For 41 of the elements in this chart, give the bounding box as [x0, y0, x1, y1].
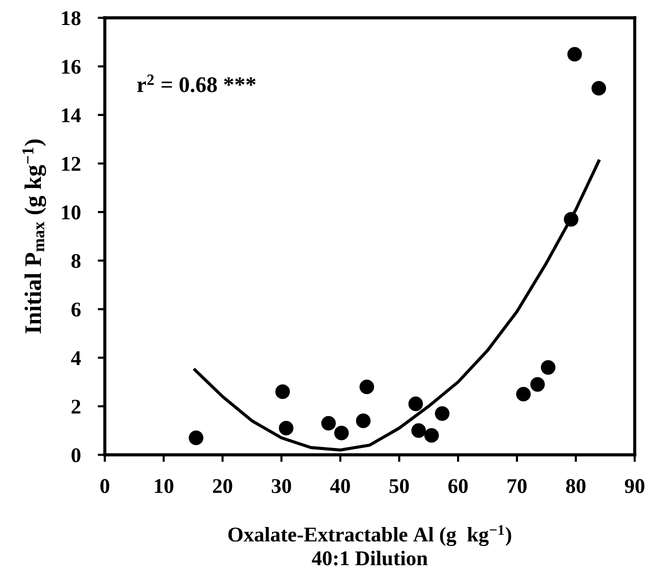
point [530, 377, 545, 392]
x-tick-label: 60 [448, 479, 468, 494]
x-tick-label: 30 [272, 479, 292, 494]
y-tick-label: 0 [72, 448, 80, 462]
x-tick-label: 50 [390, 479, 409, 494]
point [356, 414, 371, 428]
point [408, 396, 423, 412]
y-tick-label: 16 [62, 60, 81, 74]
y-tick-label: 10 [62, 205, 80, 220]
point [434, 406, 450, 421]
point [540, 360, 556, 375]
point [334, 426, 349, 440]
annotation: r$^{2}$ = 0.68 *** [137, 74, 256, 92]
point [424, 428, 439, 443]
x-tick-label: 0 [100, 479, 110, 494]
x-tick-label: 20 [213, 479, 232, 494]
point [275, 384, 290, 399]
point [360, 380, 374, 394]
point [278, 420, 294, 436]
y-tick-label: 18 [62, 11, 81, 26]
y-tick-label: 8 [71, 254, 81, 268]
x-tick-label: 10 [154, 479, 174, 494]
x-tick-label: 80 [566, 479, 586, 494]
point [411, 423, 426, 438]
point [516, 386, 531, 402]
x-tick-label: 90 [624, 479, 644, 494]
point [321, 416, 336, 431]
y-tick-label: 12 [62, 156, 80, 171]
point [592, 80, 606, 96]
y-tick-label: 14 [62, 108, 81, 122]
line-series [193, 160, 600, 452]
point [567, 46, 582, 62]
x-tick-label: 40 [330, 479, 350, 494]
text: Oxalate-Extractable Al (g kg$^{−1}$) 40:1 Dilution [228, 525, 512, 566]
y-tick-label: 2 [72, 400, 80, 414]
y-axis-title: Initial P$_{max}$ (g kg$^{−1}$) [22, 140, 46, 334]
y-tick-label: 6 [72, 302, 81, 317]
point [564, 212, 578, 227]
point [188, 430, 204, 446]
x-tick-label: 70 [508, 479, 527, 494]
y-tick-label: 4 [71, 351, 81, 365]
